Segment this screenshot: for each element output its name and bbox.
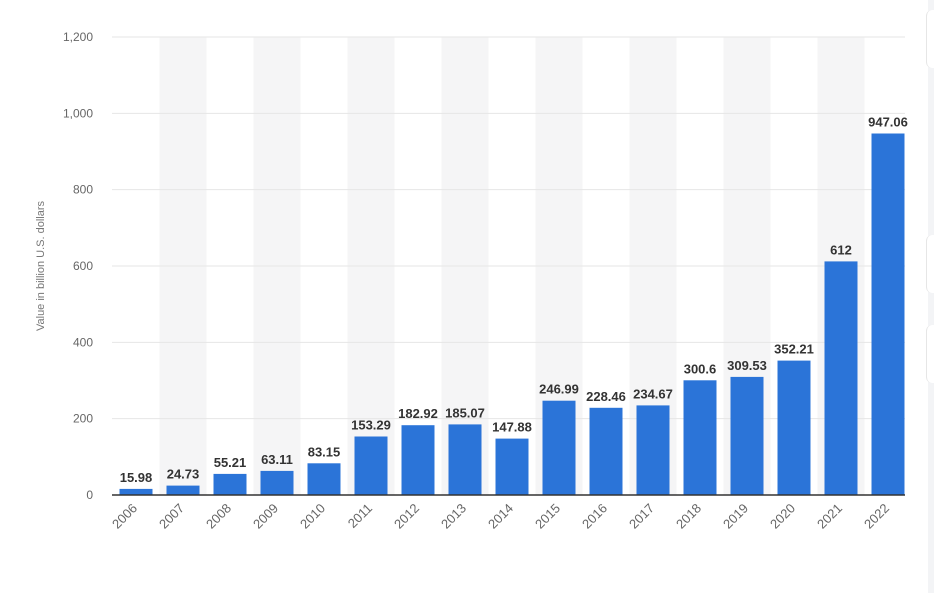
y-tick-label: 800 — [73, 183, 93, 197]
value-label-2015: 246.99 — [539, 382, 579, 397]
bar-2010 — [307, 463, 341, 495]
bar-2011 — [354, 436, 388, 495]
x-tick-label-2018: 2018 — [673, 501, 704, 532]
gridlines — [112, 36, 905, 420]
bar-2012 — [401, 425, 435, 495]
bar-2013 — [448, 424, 482, 495]
bar-2006 — [119, 488, 153, 495]
x-tick-label-2021: 2021 — [814, 501, 845, 532]
x-tick-label-2017: 2017 — [626, 501, 657, 532]
bar-2007 — [166, 485, 200, 495]
bar-2018 — [683, 380, 717, 495]
bars — [119, 133, 905, 495]
x-tick-label-2007: 2007 — [156, 501, 187, 532]
x-tick-label-2019: 2019 — [720, 501, 751, 532]
x-tick-label-2010: 2010 — [297, 501, 328, 532]
y-tick-label: 400 — [73, 335, 93, 349]
value-label-2019: 309.53 — [727, 358, 767, 373]
y-axis-label: Value in billion U.S. dollars — [35, 200, 47, 331]
x-axis-ticks: 2006 2007 2008 2009 2010 2011 2012 2013 2014 2015… — [109, 501, 892, 532]
x-tick-label-2009: 2009 — [250, 501, 281, 532]
x-tick-label-2014: 2014 — [485, 501, 516, 532]
side-card-1 — [926, 10, 934, 68]
value-label-2010: 83.15 — [308, 444, 341, 459]
bar-2021 — [824, 261, 858, 495]
value-label-2021: 612 — [830, 242, 852, 257]
bar-2022 — [871, 133, 905, 495]
value-label-2017: 234.67 — [633, 386, 673, 401]
value-label-2022: 947.06 — [868, 115, 908, 130]
x-tick-label-2011: 2011 — [345, 501, 375, 531]
bar-2014 — [495, 438, 529, 495]
x-tick-label-2015: 2015 — [532, 501, 563, 532]
side-card-3 — [926, 325, 934, 383]
value-label-2016: 228.46 — [586, 389, 626, 404]
x-tick-label-2008: 2008 — [203, 501, 234, 532]
y-tick-label: 600 — [73, 259, 93, 273]
value-label-2013: 185.07 — [445, 405, 485, 420]
y-tick-label: 1,200 — [63, 30, 93, 44]
x-tick-label-2016: 2016 — [579, 501, 610, 532]
x-tick-label-2022: 2022 — [861, 501, 892, 532]
bar-2019 — [730, 376, 764, 495]
value-label-2018: 300.6 — [684, 361, 717, 376]
side-panel-edge — [928, 0, 934, 593]
y-tick-label: 1,000 — [63, 106, 93, 120]
value-label-2011: 153.29 — [351, 418, 391, 433]
bar-2016 — [589, 407, 623, 495]
value-label-2014: 147.88 — [492, 420, 532, 435]
value-label-2020: 352.21 — [774, 342, 814, 357]
x-tick-label-2013: 2013 — [438, 501, 469, 532]
value-label-2009: 63.11 — [261, 452, 293, 467]
x-tick-label-2012: 2012 — [391, 501, 422, 532]
y-tick-label: 0 — [86, 488, 93, 502]
y-tick-label: 200 — [73, 412, 93, 426]
bar-2017 — [636, 405, 670, 495]
bar-2009 — [260, 470, 294, 495]
bar-2015 — [542, 400, 576, 495]
value-label-2006: 15.98 — [120, 470, 153, 485]
value-label-2012: 182.92 — [398, 406, 438, 421]
value-label-2007: 24.73 — [167, 467, 200, 482]
value-labels: 15.98 24.73 55.21 63.11 83.15 153.29 182.92 185… — [120, 115, 908, 485]
bar-2008 — [213, 473, 247, 495]
bar-2020 — [777, 360, 811, 495]
side-card-2 — [926, 235, 934, 293]
y-axis-ticks: 0 200 400 600 800 1,000 1,200 — [63, 30, 93, 502]
x-tick-label-2020: 2020 — [767, 501, 798, 532]
value-label-2008: 55.21 — [214, 455, 247, 470]
x-tick-label-2006: 2006 — [109, 501, 140, 532]
